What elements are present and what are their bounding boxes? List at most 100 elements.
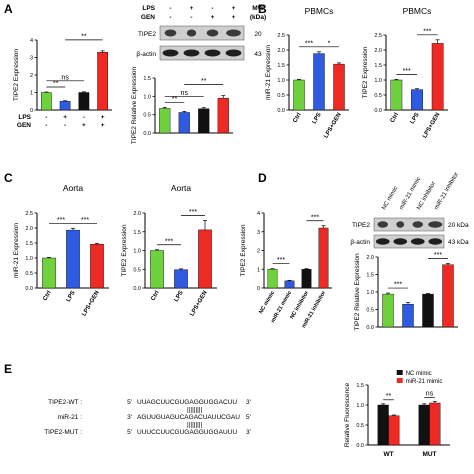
y-tick-label: 0 xyxy=(257,286,260,292)
y-tick-label: 0.5 xyxy=(277,93,285,99)
y-tick-label: 0.0 xyxy=(366,325,374,331)
blot-a-row-label: GEN xyxy=(141,14,155,21)
significance-label: ** xyxy=(53,80,59,87)
y-tick-label: 0.0 xyxy=(277,108,285,114)
y-tick-label: 0.5 xyxy=(133,267,141,273)
sequence-text: ||||||||| xyxy=(187,422,203,429)
x-tick-label: Ctrl xyxy=(42,290,53,302)
significance-label: *** xyxy=(403,68,411,75)
blot-a-mark: + xyxy=(190,5,194,12)
y-tick-label: 2 xyxy=(257,249,260,255)
y-axis-label: TIPE2 Expression xyxy=(240,224,247,276)
x-tick-label: Ctrl xyxy=(390,112,401,124)
blot-a-band xyxy=(206,29,219,37)
y-tick-label: 2.5 xyxy=(277,33,285,39)
significance-label: ns xyxy=(181,90,189,97)
y-tick-label: 1.5 xyxy=(356,383,364,389)
blot-d-band xyxy=(412,221,423,228)
significance-label: *** xyxy=(57,217,65,224)
legend-label: miR-21 mimic xyxy=(406,379,443,385)
x-tick-label: LPS+GEN xyxy=(323,112,342,139)
blot-a-mw-label: MW xyxy=(252,5,264,12)
blot-a-band xyxy=(204,49,221,57)
bar xyxy=(217,97,229,134)
y-axis-label: miR-21 Expression xyxy=(265,45,272,100)
y-tick-label: 3 xyxy=(30,56,33,62)
x-row-mark: + xyxy=(63,114,67,121)
x-row-label: LPS xyxy=(18,114,31,121)
y-axis-label: TIPE2 Relative Expression xyxy=(354,253,361,331)
x-row-mark: - xyxy=(83,114,85,121)
bar xyxy=(422,293,434,328)
bar xyxy=(388,415,400,446)
chart-title: PBMCs xyxy=(403,6,432,16)
blot-d-band-mw: 43 kDa xyxy=(448,239,469,246)
y-tick-label: 0.5 xyxy=(366,308,374,314)
bar xyxy=(90,243,104,289)
blot-d-band xyxy=(396,221,405,228)
significance-label: * xyxy=(328,40,331,47)
sequence-3prime: 3' xyxy=(246,399,251,406)
y-axis-label: TIPE2 Expression xyxy=(13,49,20,101)
bar xyxy=(284,280,295,289)
blot-a-row-label: LPS xyxy=(142,5,155,12)
y-tick-label: 2.0 xyxy=(374,48,382,54)
bar xyxy=(174,269,188,289)
y-tick-label: 4 xyxy=(257,211,260,217)
bar xyxy=(333,63,345,111)
significance-label: ** xyxy=(201,78,207,85)
bar xyxy=(178,112,190,134)
blot-a-band-mw: 43 xyxy=(254,51,262,58)
x-row-mark: + xyxy=(101,122,105,129)
sequence-3prime: 3' xyxy=(246,429,251,436)
blot-a-strip xyxy=(159,45,245,61)
y-tick-label: 1.5 xyxy=(366,273,374,279)
legend-swatch xyxy=(396,370,403,375)
y-tick-label: 1.0 xyxy=(277,78,285,84)
y-tick-label: 3 xyxy=(257,230,260,236)
y-axis-label: TIPE2 Relative Expression xyxy=(131,66,138,144)
bar xyxy=(198,229,212,289)
blot-a-mark: + xyxy=(232,5,236,12)
blot-a-band xyxy=(186,29,197,37)
y-tick-label: 4 xyxy=(30,38,33,44)
y-tick-label: 1.0 xyxy=(25,256,33,262)
x-row-mark: + xyxy=(82,122,86,129)
x-tick-label: LPS+GEN xyxy=(189,290,208,317)
significance-label: ** xyxy=(81,33,87,40)
significance-label: *** xyxy=(434,252,442,259)
y-tick-label: 2.0 xyxy=(366,255,374,261)
panel-label-E: E xyxy=(4,362,12,376)
legend-swatch xyxy=(396,378,403,383)
x-tick-label: LPS xyxy=(66,290,77,303)
blot-a-band xyxy=(225,49,242,57)
blot-a-mark: + xyxy=(211,14,215,21)
bar xyxy=(318,227,329,289)
chart-E_luc: 0.0 0.5 1.0 1.5 Relative Fluorescence WT MUT **… xyxy=(344,370,450,458)
bar xyxy=(42,257,56,289)
sequence-text: UUAGCUUCGUGAGGUGGACUU xyxy=(137,399,237,406)
bar xyxy=(390,79,403,111)
y-axis-label: TIPE2 Expression xyxy=(121,224,128,276)
significance-label: *** xyxy=(81,217,89,224)
bar xyxy=(429,402,441,446)
sequence-text: AGUUGUAGUCAGACUAUUCGAU xyxy=(137,414,240,421)
bar xyxy=(402,304,414,328)
panel-label-D: D xyxy=(258,171,267,185)
bar xyxy=(97,52,108,111)
y-tick-label: 0.5 xyxy=(25,271,33,277)
y-tick-label: 2.0 xyxy=(133,211,141,217)
y-tick-label: 1 xyxy=(257,267,260,273)
sequence-5prime: 3' xyxy=(127,414,132,421)
sequence-3prime: 5' xyxy=(246,414,251,421)
blot-a-band-label: β-actin xyxy=(136,51,156,58)
blot-a-mark: - xyxy=(211,5,213,12)
blot-a-band-mw: 20 xyxy=(254,31,262,38)
y-axis-label: Relative Fluorescence xyxy=(344,382,351,447)
bar xyxy=(159,108,171,134)
y-tick-label: 1.0 xyxy=(143,94,151,100)
